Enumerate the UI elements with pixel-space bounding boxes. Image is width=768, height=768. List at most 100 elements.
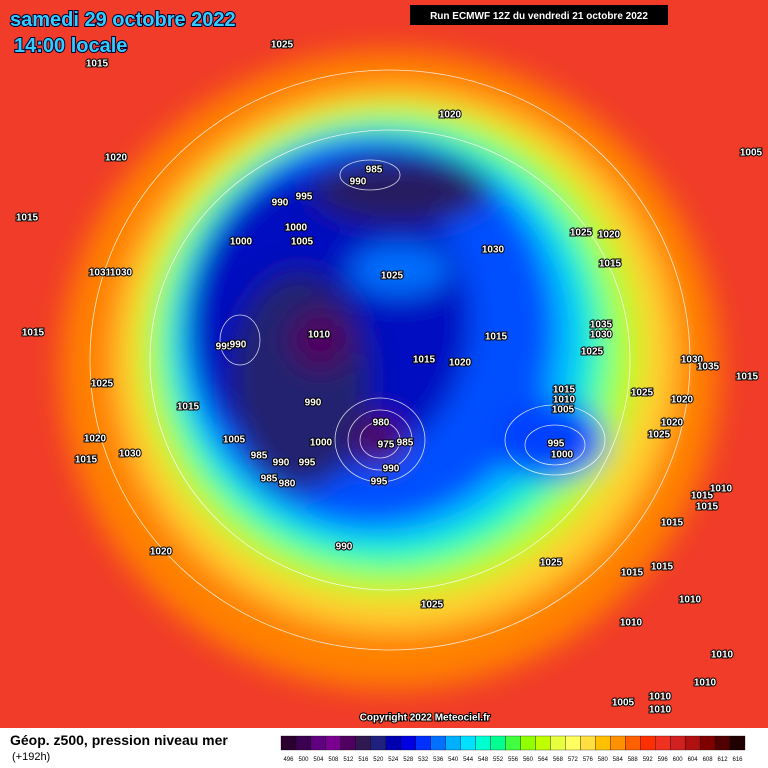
run-info: Run ECMWF 12Z du vendredi 21 octobre 202… — [430, 11, 648, 22]
isobar-label: 1020 — [84, 434, 107, 445]
scale-label: 560 — [523, 757, 534, 763]
scale-label: 516 — [358, 757, 369, 763]
isobar-label: 1000 — [230, 237, 253, 248]
scale-label: 580 — [598, 757, 609, 763]
scale-swatch — [505, 735, 521, 751]
time: 14:00 locale — [14, 35, 127, 57]
isobar-labels: 1025101510201015103110301015102510201015… — [15, 39, 764, 717]
isobar-label: 1005 — [740, 148, 763, 159]
scale-swatch — [580, 735, 596, 751]
isobar-label: 1035 — [697, 362, 720, 373]
scale-label: 536 — [433, 757, 444, 763]
isobar-label: 1015 — [22, 328, 45, 339]
isobar-label: 995 — [548, 439, 565, 450]
footer-subtitle: (+192h) — [12, 751, 50, 763]
isobar-label: 1030 — [482, 245, 505, 256]
scale-label: 564 — [538, 757, 549, 763]
isobar-label: 1005 — [291, 237, 314, 248]
isobar-label: 985 — [261, 474, 278, 485]
scale-label: 612 — [718, 757, 729, 763]
isobar-label: 1030 — [681, 355, 704, 366]
scale-swatch — [385, 735, 401, 751]
isobar-label: 1025 — [648, 430, 671, 441]
date: samedi 29 octobre 2022 — [10, 9, 236, 31]
isobar-label: 1025 — [540, 558, 563, 569]
scale-swatch — [475, 735, 491, 751]
isobar-label: 1025 — [570, 228, 593, 239]
isobar-label: 1010 — [711, 650, 734, 661]
scale-label: 604 — [688, 757, 699, 763]
scale-label: 540 — [448, 757, 459, 763]
isobar-label: 1025 — [381, 271, 404, 282]
isobar-label: 995 — [299, 458, 316, 469]
isobar-label: 1010 — [308, 330, 331, 341]
run-box — [410, 5, 668, 25]
isobar-label: 1020 — [439, 110, 462, 121]
scale-swatch — [340, 735, 356, 751]
isobar-label: 1025 — [581, 347, 604, 358]
scale-label: 496 — [283, 757, 294, 763]
isobar-label: 1020 — [105, 153, 128, 164]
isobar-label: 1000 — [551, 450, 574, 461]
isobar-label: 990 — [230, 340, 247, 351]
scale-swatch — [550, 735, 566, 751]
isobar-label: 1020 — [661, 418, 684, 429]
scale-swatch — [729, 735, 746, 751]
scale-swatch — [325, 735, 342, 751]
isobar-label: 1015 — [485, 332, 508, 343]
isobar-label: 1015 — [177, 402, 200, 413]
scale-label: 524 — [388, 757, 399, 763]
isobar-label: 1010 — [620, 618, 643, 629]
isobar-label: 990 — [272, 198, 289, 209]
scale-label: 608 — [703, 757, 714, 763]
scale-swatch — [430, 735, 446, 751]
scale-label: 520 — [373, 757, 384, 763]
isobar-label: 1025 — [271, 40, 294, 51]
scale-label: 548 — [478, 757, 489, 763]
scale-label: 572 — [568, 757, 579, 763]
isobars — [89, 69, 691, 651]
isobar-label: 1015 — [16, 213, 39, 224]
isobar-label: 1030 — [119, 449, 142, 460]
isobar-label: 1015 — [691, 491, 714, 502]
scale-label: 556 — [508, 757, 519, 763]
isobar-label: 1025 — [91, 379, 114, 390]
scale-label: 504 — [313, 757, 324, 763]
scale-label: 508 — [328, 757, 339, 763]
scale-label: 584 — [613, 757, 624, 763]
isobar-label: 1010 — [553, 395, 576, 406]
scale-swatch — [370, 735, 386, 751]
isobar-label: 1015 — [413, 355, 436, 366]
scale-label: 552 — [493, 757, 504, 763]
isobar-label: 985 — [397, 438, 414, 449]
isobar-label: 1015 — [661, 518, 684, 529]
isobar-label: 1015 — [696, 502, 719, 513]
isobar-label: 1010 — [649, 692, 672, 703]
scale-swatch — [610, 735, 626, 751]
scale-label: 528 — [403, 757, 414, 763]
scale-swatch — [699, 735, 716, 751]
isobar-label: 1020 — [449, 358, 472, 369]
scale-label: 568 — [553, 757, 564, 763]
isobar-label: 990 — [273, 458, 290, 469]
scale-label: 616 — [733, 757, 744, 763]
isobar-label: 1005 — [223, 435, 246, 446]
scale-label: 544 — [463, 757, 474, 763]
geopotential-field — [60, 50, 720, 690]
isobar-label: 1030 — [110, 268, 133, 279]
scale-swatch — [535, 735, 551, 751]
scale-label: 600 — [673, 757, 684, 763]
isobar-label: 1015 — [651, 562, 674, 573]
isobar-label: 1000 — [285, 223, 308, 234]
color-scale: 496 500 504 508 512 516 520 524 528 532 536 540 544 5… — [280, 735, 746, 763]
scale-swatch — [490, 735, 506, 751]
scale-swatch — [310, 735, 327, 751]
isobar-label: 1015 — [553, 385, 576, 396]
scale-swatch — [445, 735, 461, 751]
isobar-label: 985 — [251, 451, 268, 462]
scale-swatch — [640, 735, 656, 751]
isobar-label: 990 — [350, 177, 367, 188]
scale-label: 588 — [628, 757, 639, 763]
scale-swatch — [655, 735, 671, 751]
scale-swatch — [400, 735, 416, 751]
